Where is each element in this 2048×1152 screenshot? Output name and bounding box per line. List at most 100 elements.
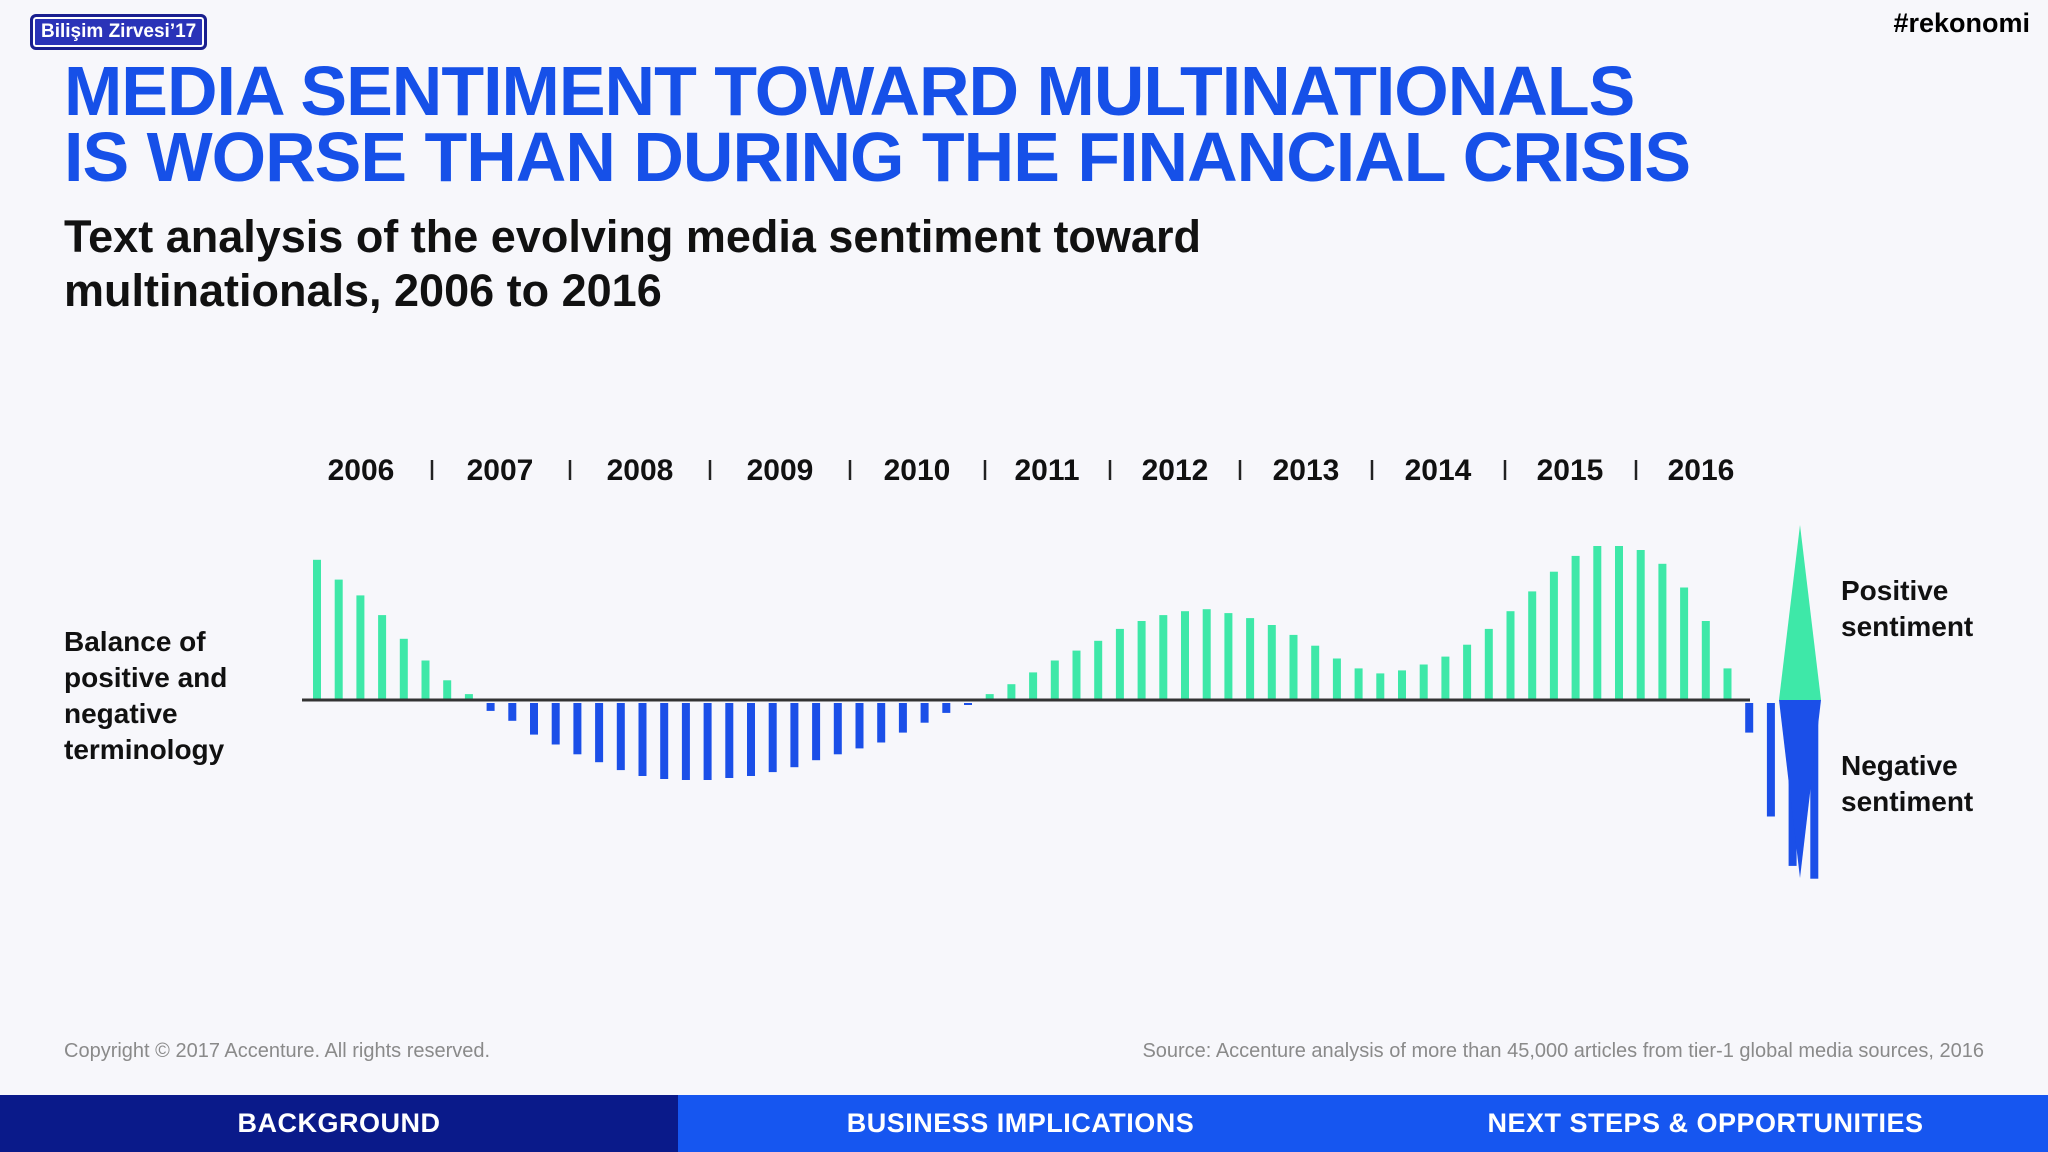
year-label-2012: 2012 xyxy=(1142,454,1209,487)
bar-17 xyxy=(681,703,690,780)
bar-14 xyxy=(616,703,625,771)
bar-10 xyxy=(530,703,538,735)
bar-60 xyxy=(1615,546,1623,700)
bar-66 xyxy=(1745,703,1754,733)
bar-26 xyxy=(877,703,886,743)
subtitle-line-2: multinationals, 2006 to 2016 xyxy=(64,265,662,316)
tab-business-implications[interactable]: BUSINESS IMPLICATIONS xyxy=(678,1095,1363,1152)
bar-40 xyxy=(1181,611,1189,700)
year-label-2006: 2006 xyxy=(328,454,395,487)
bar-28 xyxy=(920,703,929,723)
headline-line-2: IS WORSE THAN DURING THE FINANCIAL CRISI… xyxy=(64,118,1691,196)
year-label-2013: 2013 xyxy=(1273,454,1340,487)
copyright-text: Copyright © 2017 Accenture. All rights r… xyxy=(64,1040,491,1062)
tab-background[interactable]: BACKGROUND xyxy=(0,1095,678,1152)
year-label-2016: 2016 xyxy=(1668,454,1735,487)
year-label-2014: 2014 xyxy=(1405,454,1472,487)
bar-44 xyxy=(1267,625,1276,700)
bar-12 xyxy=(573,703,582,755)
bar-15 xyxy=(638,703,647,776)
bar-9 xyxy=(508,703,517,721)
bar-31 xyxy=(985,694,994,700)
bar-42 xyxy=(1224,613,1233,700)
hashtag-label: #rekonomi xyxy=(1893,8,2030,38)
bar-1 xyxy=(334,579,343,700)
bar-51 xyxy=(1419,664,1428,700)
bar-19 xyxy=(725,703,734,778)
sentiment-chart: 2006 2007 2008 2009 2010 2011 2012 2013 2014 2015… xyxy=(302,454,1821,879)
tab-next-steps[interactable]: NEXT STEPS & OPPORTUNITIES xyxy=(1363,1095,2048,1152)
bar-5 xyxy=(421,660,430,700)
bar-6 xyxy=(443,680,452,700)
bar-43 xyxy=(1246,618,1255,700)
bar-21 xyxy=(768,703,777,773)
year-label-2015: 2015 xyxy=(1537,454,1604,487)
bar-3 xyxy=(378,615,387,700)
bar-20 xyxy=(747,703,755,776)
bar-27 xyxy=(898,703,907,733)
bar-62 xyxy=(1658,563,1667,700)
bar-46 xyxy=(1311,645,1320,700)
bar-13 xyxy=(595,703,604,763)
bar-63 xyxy=(1680,587,1689,700)
bar-2 xyxy=(356,595,365,700)
bar-47 xyxy=(1332,658,1341,700)
bar-45 xyxy=(1289,634,1298,700)
bar-61 xyxy=(1636,550,1645,700)
bar-49 xyxy=(1376,673,1385,700)
year-separators xyxy=(430,460,1638,480)
bar-11 xyxy=(551,703,560,745)
bar-8 xyxy=(486,703,495,711)
bar-22 xyxy=(790,703,799,768)
positive-arrow-icon xyxy=(1779,525,1821,700)
legend-positive: Positive sentiment xyxy=(1841,575,1974,642)
year-label-2007: 2007 xyxy=(467,454,534,487)
bar-24 xyxy=(833,703,842,755)
headline: MEDIA SENTIMENT TOWARD MULTINATIONALS IS… xyxy=(64,56,2024,192)
bar-54 xyxy=(1484,628,1493,700)
bar-41 xyxy=(1202,609,1211,700)
bar-35 xyxy=(1072,650,1081,700)
legend-negative: Negative sentiment xyxy=(1841,750,1974,817)
bar-34 xyxy=(1050,660,1059,700)
bar-33 xyxy=(1029,672,1038,700)
bar-37 xyxy=(1115,628,1124,700)
bar-23 xyxy=(812,703,821,761)
y-axis-label: Balance of positive and negative termino… xyxy=(64,626,228,765)
bar-16 xyxy=(660,703,669,779)
year-label-2011: 2011 xyxy=(1014,454,1079,487)
bar-48 xyxy=(1354,668,1363,700)
chart-subtitle: Text analysis of the evolving media sent… xyxy=(64,210,1464,318)
bar-36 xyxy=(1094,640,1103,700)
bar-67 xyxy=(1766,703,1775,817)
bar-53 xyxy=(1463,644,1472,700)
sentiment-bars xyxy=(313,546,1819,879)
bar-64 xyxy=(1701,621,1710,700)
bar-50 xyxy=(1398,670,1406,700)
bottom-navigation: BACKGROUND BUSINESS IMPLICATIONS NEXT ST… xyxy=(0,1095,2048,1152)
subtitle-line-1: Text analysis of the evolving media sent… xyxy=(64,211,1201,262)
bar-56 xyxy=(1528,591,1537,700)
source-text: Source: Accenture analysis of more than … xyxy=(1142,1040,1984,1062)
bar-38 xyxy=(1137,621,1146,700)
bar-65 xyxy=(1723,668,1732,700)
bar-0 xyxy=(313,559,321,700)
bar-52 xyxy=(1441,656,1450,700)
bar-55 xyxy=(1506,611,1515,700)
year-labels: 2006 2007 2008 2009 2010 2011 2012 2013 2014 2015… xyxy=(328,454,1735,487)
bar-39 xyxy=(1159,615,1168,700)
bar-18 xyxy=(703,703,712,780)
bar-7 xyxy=(464,694,473,700)
bar-30 xyxy=(964,703,972,705)
negative-arrow-icon xyxy=(1779,700,1821,878)
year-label-2008: 2008 xyxy=(607,454,674,487)
headline-line-1: MEDIA SENTIMENT TOWARD MULTINATIONALS xyxy=(64,52,1635,130)
bar-25 xyxy=(855,703,864,749)
bar-4 xyxy=(399,638,408,700)
bar-69 xyxy=(1810,703,1819,879)
bar-58 xyxy=(1571,555,1580,700)
year-label-2010: 2010 xyxy=(884,454,951,487)
year-label-2009: 2009 xyxy=(747,454,814,487)
event-badge: Bilişim Zirvesi’17 xyxy=(30,14,208,50)
bar-57 xyxy=(1549,571,1558,700)
